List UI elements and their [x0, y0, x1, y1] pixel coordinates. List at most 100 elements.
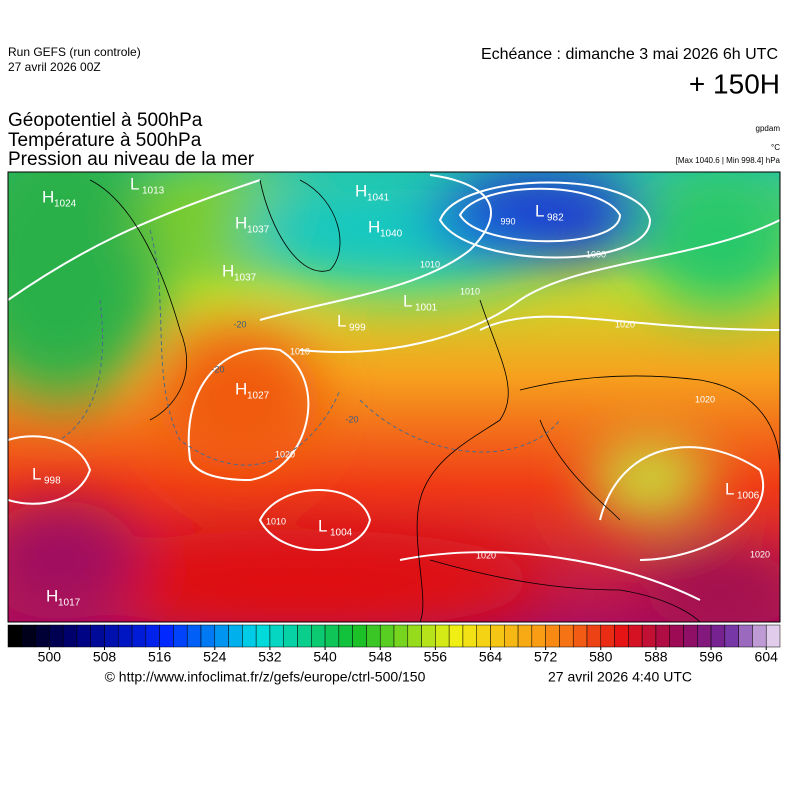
pressure-value: 982 [547, 213, 564, 224]
colorbar: 500 508 516 524 532 540 548 556 564 572 580 588 596 6… [7, 624, 781, 665]
generated-time: 27 avril 2026 4:40 UTC [548, 669, 692, 685]
pressure-kind: H [42, 187, 54, 206]
pressure-kind: L [535, 201, 544, 220]
unit-geo: gpdam [756, 124, 781, 133]
colorbar-swatch [131, 624, 147, 648]
pressure-kind: H [222, 261, 234, 280]
colorbar-swatch [255, 624, 271, 648]
pressure-kind: L [337, 311, 346, 330]
field-label: Température à 500hPa [8, 130, 202, 151]
colorbar-swatch [641, 624, 657, 648]
colorbar-swatch [35, 624, 50, 648]
colorbar-swatch [269, 624, 284, 648]
colorbar-swatch [200, 624, 216, 648]
pressure-value: 998 [44, 476, 61, 487]
contour-label: 1010 [266, 516, 286, 526]
colorbar-swatch [49, 624, 64, 648]
colorbar-swatch [366, 624, 381, 648]
colorbar-swatch [104, 624, 119, 648]
colorbar-swatch [214, 624, 229, 648]
colorbar-swatch [145, 624, 160, 648]
pressure-value: 1024 [54, 199, 77, 210]
colorbar-swatch [655, 624, 670, 648]
colorbar-swatch [379, 624, 395, 648]
source-url: © http://www.infoclimat.fr/z/gefs/europe… [105, 669, 426, 685]
colorbar-swatch [62, 624, 78, 648]
pressure-value: 1001 [415, 303, 438, 314]
contour-label: 990 [500, 216, 515, 226]
pressure-value: 1037 [234, 273, 257, 284]
colorbar-tick-label: 508 [93, 649, 117, 665]
colorbar-swatch [765, 624, 781, 648]
colorbar-tick-label: 532 [258, 649, 282, 665]
colorbar-swatch [462, 624, 477, 648]
colorbar-swatch [586, 624, 602, 648]
colorbar-swatch [393, 624, 409, 648]
pressure-value: 1037 [247, 225, 270, 236]
isotherms [59, 229, 561, 466]
pressure-value: 1040 [380, 229, 403, 240]
colorbar-tick-label: 572 [534, 649, 558, 665]
contour-label: 1020 [476, 550, 496, 560]
pressure-value: 1006 [737, 491, 760, 502]
coastlines [89, 179, 780, 622]
pressure-kind: H [46, 586, 58, 605]
colorbar-tick-label: 556 [424, 649, 448, 665]
colorbar-swatch [352, 624, 367, 648]
colorbar-swatch [504, 624, 519, 648]
pressure-kind: H [235, 213, 247, 232]
colorbar-swatch [752, 624, 767, 648]
contour-labels: 1010 1000 990 1010 1010 1020 1020 1020 1020 -20 -2… [211, 216, 770, 560]
echeance: Echéance : dimanche 3 mai 2026 6h UTC [481, 46, 778, 63]
colorbar-swatch [324, 624, 340, 648]
field-blobs [8, 172, 780, 622]
colorbar-swatch [283, 624, 298, 648]
colorbar-swatch [21, 624, 36, 648]
pressure-value: 1013 [142, 186, 165, 197]
colorbar-tick-label: 588 [644, 649, 668, 665]
contour-label: 1010 [420, 259, 440, 269]
colorbar-swatch [669, 624, 684, 648]
map-frame [7, 171, 781, 623]
contour-label: 1010 [460, 286, 480, 296]
colorbar-swatch [7, 624, 23, 648]
colorbar-swatch [242, 624, 257, 648]
pressure-value: 1017 [58, 598, 81, 609]
lead-time: + 150H [689, 68, 780, 99]
colorbar-swatch [572, 624, 588, 648]
pressure-kind: H [368, 217, 380, 236]
colorbar-swatch [531, 624, 546, 648]
colorbar-swatch [90, 624, 105, 648]
colorbar-tick-label: 564 [479, 649, 503, 665]
map [8, 172, 780, 622]
colorbar-swatch [490, 624, 505, 648]
contour-label: 1020 [615, 319, 635, 329]
colorbar-swatch [697, 624, 712, 648]
colorbar-tick-label: 540 [313, 649, 337, 665]
colorbar-swatch [118, 624, 133, 648]
contour-label: 1010 [290, 346, 310, 356]
contour-label: 1020 [750, 549, 770, 559]
pressure-kind: L [403, 291, 412, 310]
colorbar-tick-label: 580 [589, 649, 613, 665]
field-label: Pression au niveau de la mer [8, 149, 255, 170]
colorbar-swatch [159, 624, 174, 648]
colorbar-swatch [338, 624, 353, 648]
colorbar-swatch [600, 624, 615, 648]
colorbar-swatch [738, 624, 753, 648]
colorbar-tick-label: 604 [755, 649, 779, 665]
run-date: 27 avril 2026 00Z [8, 60, 101, 74]
pressure-kind: L [318, 516, 327, 535]
contour-label: 1020 [275, 449, 295, 459]
colorbar-tick-label: 524 [203, 649, 227, 665]
colorbar-swatch [407, 624, 422, 648]
colorbar-tick-label: 500 [38, 649, 62, 665]
colorbar-swatch [435, 624, 450, 648]
colorbar-swatch [173, 624, 188, 648]
colorbar-swatch [517, 624, 533, 648]
pressure-kind: L [32, 464, 41, 483]
colorbar-swatch [186, 624, 202, 648]
pressure-value: 999 [349, 323, 366, 334]
